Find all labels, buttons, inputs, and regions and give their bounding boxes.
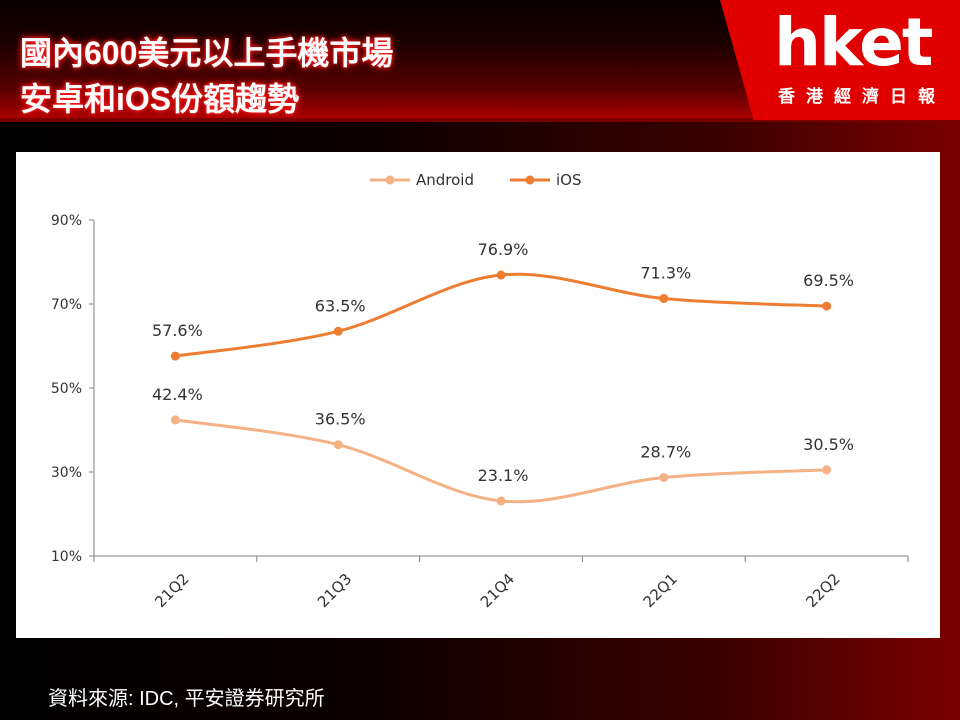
android-series-line — [175, 418, 827, 504]
android-data-point — [659, 472, 669, 482]
legend-android-swatch-marker — [385, 175, 395, 185]
android-data-label: 23.1% — [478, 466, 529, 485]
ios-data-label: 57.6% — [152, 321, 203, 340]
x-tick-label: 22Q2 — [802, 570, 843, 611]
ios-data-label: 69.5% — [803, 271, 854, 290]
android-data-point — [822, 465, 832, 475]
ios-data-point — [659, 294, 669, 304]
hket-logo-subtitle: 香港經濟日報 — [778, 87, 946, 106]
x-tick-label: 22Q1 — [640, 570, 681, 611]
title-line-2: 安卓和iOS份額趨勢 — [20, 81, 300, 117]
legend-ios-label: iOS — [556, 171, 582, 189]
android-data-point — [170, 415, 180, 425]
x-tick-label: 21Q2 — [151, 570, 192, 611]
header-divider — [0, 118, 960, 122]
ios-series-line — [175, 272, 827, 358]
y-tick-label: 50% — [51, 381, 82, 397]
android-data-label: 28.7% — [640, 442, 691, 461]
ios-data-point — [333, 326, 343, 336]
ios-data-label: 71.3% — [640, 264, 691, 283]
source-note: 資料來源: IDC, 平安證券研究所 — [48, 688, 325, 710]
chart-panel: 10% 30% 50% 70% 90% 21Q2 21Q3 21Q4 22Q1 22Q2 42.4%… — [16, 152, 940, 638]
y-tick-label: 90% — [51, 213, 82, 229]
ios-data-point — [822, 301, 832, 311]
y-tick-label: 30% — [51, 465, 82, 481]
legend-ios-swatch-marker — [525, 175, 535, 185]
hket-logo: hket — [774, 4, 933, 81]
logo-panel — [720, 0, 960, 120]
title-line-1: 國內600美元以上手機市場 — [20, 35, 394, 71]
legend-android-label: Android — [416, 171, 474, 189]
android-data-point — [496, 496, 506, 506]
ios-data-label: 63.5% — [315, 296, 366, 315]
android-data-label: 36.5% — [315, 410, 366, 429]
android-data-label: 30.5% — [803, 435, 854, 454]
x-tick-label: 21Q4 — [477, 570, 518, 611]
y-tick-label: 70% — [51, 297, 82, 313]
ios-data-point — [496, 270, 506, 280]
line-chart: 10% 30% 50% 70% 90% 21Q2 21Q3 21Q4 22Q1 22Q2 42.4%… — [51, 171, 909, 611]
y-tick-label: 10% — [51, 549, 82, 565]
x-tick-label: 21Q3 — [314, 570, 355, 611]
android-data-label: 42.4% — [152, 385, 203, 404]
ios-data-point — [170, 351, 180, 361]
ios-data-label: 76.9% — [478, 240, 529, 259]
android-data-point — [333, 440, 343, 450]
